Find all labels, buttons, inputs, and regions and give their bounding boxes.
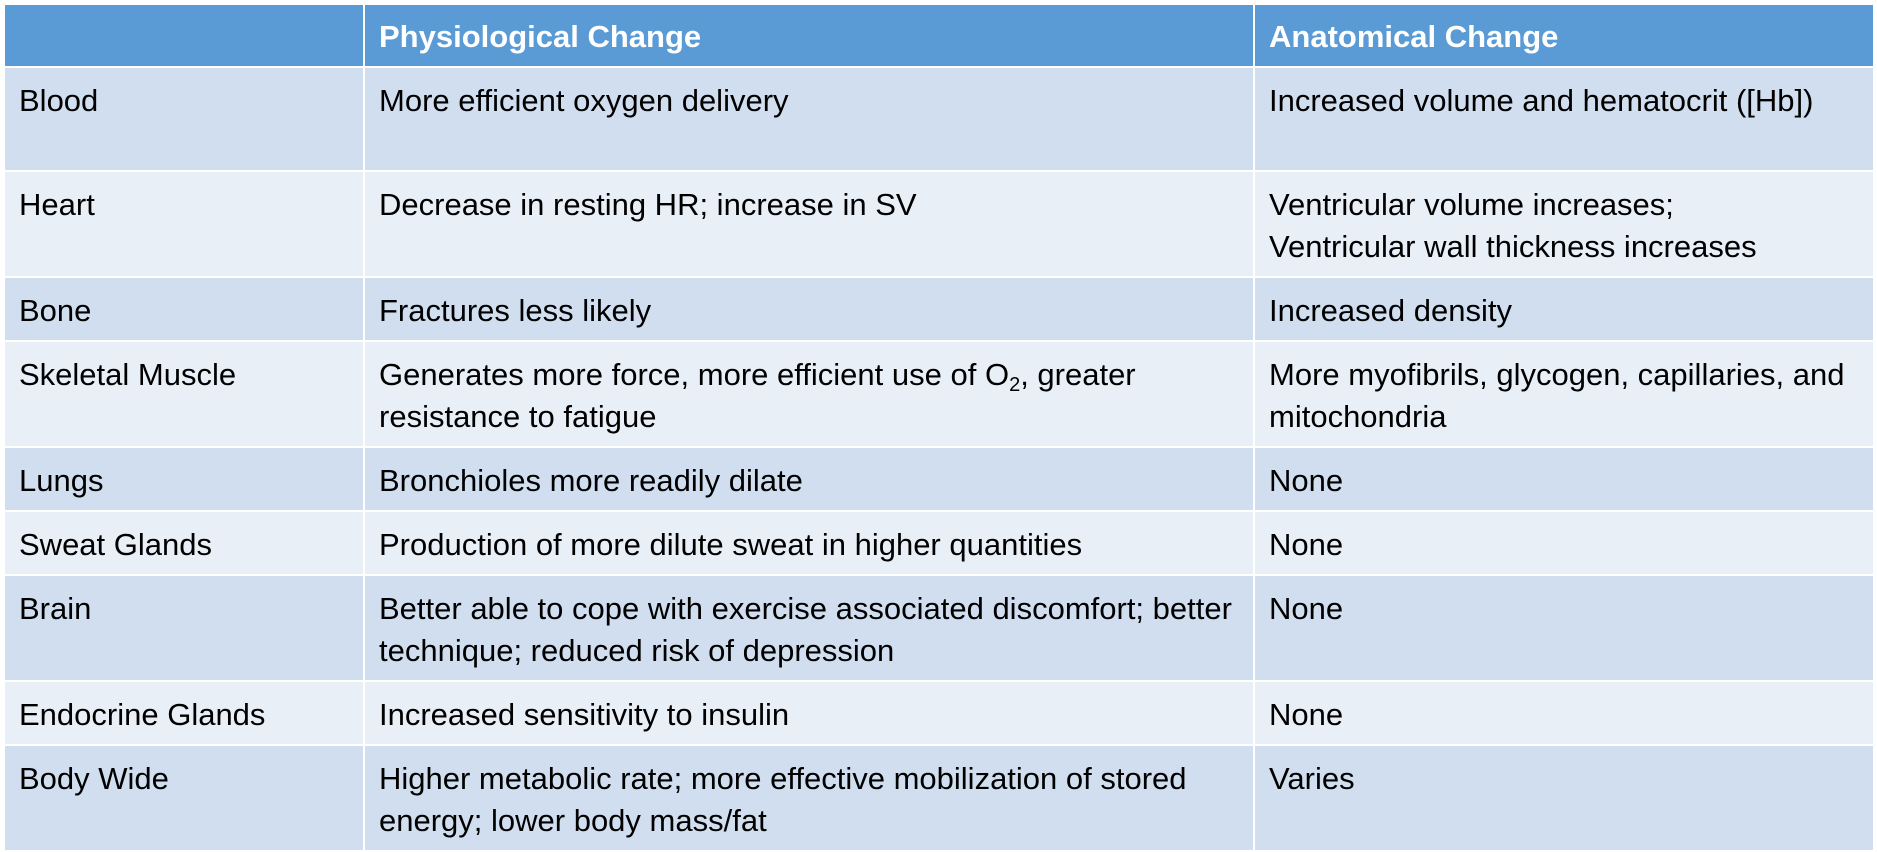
table-row-endocrine-glands: Endocrine Glands Increased sensitivity t… [3,680,1875,746]
cell-anatomical: None [1253,510,1875,576]
table-row-skeletal-muscle: Skeletal Muscle Generates more force, mo… [3,340,1875,448]
cell-system: Bone [3,276,365,342]
adaptations-table-container: Physiological Change Anatomical Change B… [3,3,1875,852]
cell-physiological: Higher metabolic rate; more effective mo… [363,744,1255,852]
table-row-sweat-glands: Sweat Glands Production of more dilute s… [3,510,1875,576]
cell-anatomical: None [1253,446,1875,512]
cell-physiological-post: , greater resistance to fatigue [379,357,1136,434]
table-row-lungs: Lungs Bronchioles more readily dilate No… [3,446,1875,512]
cell-anatomical-line1: Ventricular volume increases; [1269,187,1674,222]
table-row-heart: Heart Decrease in resting HR; increase i… [3,170,1875,278]
cell-physiological: Production of more dilute sweat in highe… [363,510,1255,576]
cell-system: Body Wide [3,744,365,852]
header-physiological-change: Physiological Change [363,3,1255,68]
oxygen-subscript: 2 [1009,374,1021,396]
cell-physiological: Better able to cope with exercise associ… [363,574,1255,682]
cell-system: Heart [3,170,365,278]
cell-anatomical-line2: Ventricular wall thickness increases [1269,229,1757,264]
header-system [3,3,365,68]
cell-anatomical: More myofibrils, glycogen, capillaries, … [1253,340,1875,448]
cell-system: Blood [3,66,365,172]
cell-physiological: More efficient oxygen delivery [363,66,1255,172]
cell-anatomical: Increased density [1253,276,1875,342]
cell-anatomical: Increased volume and hematocrit ([Hb]) [1253,66,1875,172]
cell-physiological: Increased sensitivity to insulin [363,680,1255,746]
table-row-bone: Bone Fractures less likely Increased den… [3,276,1875,342]
cell-system: Skeletal Muscle [3,340,365,448]
cell-physiological: Bronchioles more readily dilate [363,446,1255,512]
cell-system: Lungs [3,446,365,512]
cell-physiological: Generates more force, more efficient use… [363,340,1255,448]
cell-physiological-pre: Generates more force, more efficient use… [379,357,1010,392]
cell-anatomical: None [1253,574,1875,682]
table-row-blood: Blood More efficient oxygen delivery Inc… [3,66,1875,172]
table-row-brain: Brain Better able to cope with exercise … [3,574,1875,682]
cell-system: Brain [3,574,365,682]
table-header-row: Physiological Change Anatomical Change [3,3,1875,68]
header-anatomical-change: Anatomical Change [1253,3,1875,68]
table-row-body-wide: Body Wide Higher metabolic rate; more ef… [3,744,1875,852]
cell-system: Endocrine Glands [3,680,365,746]
cell-physiological: Decrease in resting HR; increase in SV [363,170,1255,278]
cell-system: Sweat Glands [3,510,365,576]
cell-anatomical: Varies [1253,744,1875,852]
cell-anatomical: None [1253,680,1875,746]
cell-anatomical: Ventricular volume increases; Ventricular… [1253,170,1875,278]
cell-physiological: Fractures less likely [363,276,1255,342]
adaptations-table: Physiological Change Anatomical Change B… [3,3,1875,852]
